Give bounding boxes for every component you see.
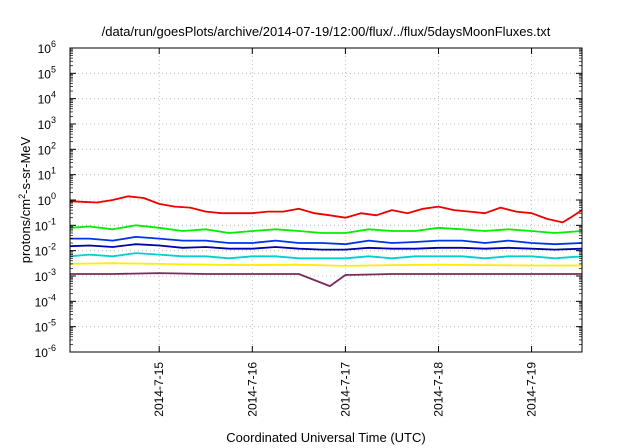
series-line-2 xyxy=(69,224,583,234)
grid-lines xyxy=(70,48,582,352)
y-tick-label: 100 xyxy=(38,191,56,208)
chart-title: /data/run/goesPlots/archive/2014-07-19/1… xyxy=(102,24,551,39)
y-tick-label: 10-5 xyxy=(35,318,56,335)
y-axis-label-unit: -s-sr-MeV xyxy=(18,136,33,193)
y-axis-label-main: protons/cm xyxy=(18,199,33,263)
y-tick-label: 10-6 xyxy=(35,343,56,360)
x-axis-label: Coordinated Universal Time (UTC) xyxy=(226,430,425,445)
y-tick-label: 105 xyxy=(38,64,56,81)
y-tick-label: 102 xyxy=(38,140,56,157)
y-tick-label: 101 xyxy=(38,166,56,183)
y-axis-label: protons/cm2-s-sr-MeV xyxy=(17,136,33,263)
y-tick-label: 103 xyxy=(38,115,56,132)
series-line-4 xyxy=(70,235,583,246)
series-line-7 xyxy=(70,272,582,288)
y-tick-label: 104 xyxy=(38,90,56,107)
series-line-6 xyxy=(69,262,582,267)
series-line-1 xyxy=(69,195,583,224)
series-line-3 xyxy=(69,252,583,260)
y-tick-label: 10-4 xyxy=(35,292,56,309)
plot-series xyxy=(69,195,583,288)
x-tick-label: 2014-7-17 xyxy=(338,362,352,417)
y-axis-ticks: 10-6 10-5 10-4 10-3 10-2 10-1 100 101 102 103 104 1… xyxy=(35,39,582,360)
y-tick-label: 10-2 xyxy=(35,242,56,259)
x-tick-label: 2014-7-16 xyxy=(245,362,259,417)
y-tick-label: 106 xyxy=(38,39,56,56)
x-tick-label: 2014-7-18 xyxy=(431,362,445,417)
y-tick-label: 10-3 xyxy=(35,267,56,284)
series-line-5 xyxy=(69,243,583,251)
y-axis-label-exponent: 2 xyxy=(17,194,27,199)
x-tick-label: 2014-7-15 xyxy=(152,362,166,417)
plot-frame xyxy=(69,47,583,353)
x-axis-ticks: 2014-7-15 2014-7-16 2014-7-17 2014-7-18 2014… xyxy=(152,48,539,417)
y-tick-label: 10-1 xyxy=(35,216,56,233)
x-tick-label: 2014-7-19 xyxy=(525,362,539,417)
